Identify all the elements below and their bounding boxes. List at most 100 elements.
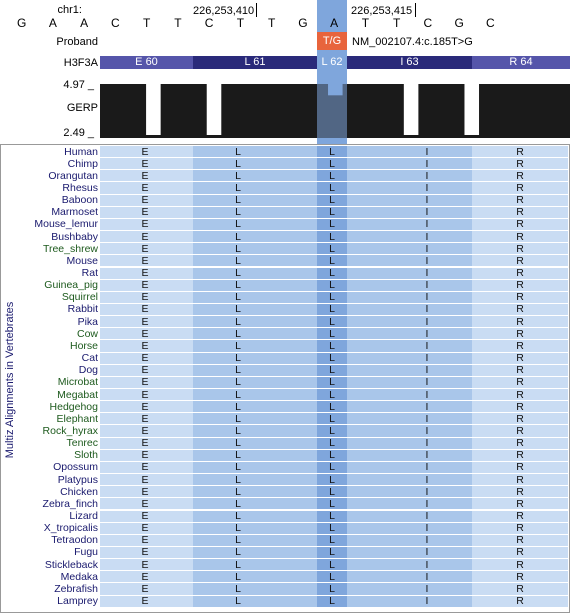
alignment-cell-bg: [472, 303, 568, 316]
residue-cell: E: [141, 339, 149, 352]
species-name: X_tropicalis: [43, 522, 98, 535]
alignment-cell-bg: [317, 206, 347, 218]
residue-cell: L: [329, 437, 335, 450]
alignment-cell-bg: [100, 146, 193, 158]
species-name: Sloth: [74, 449, 98, 462]
alignment-cell-bg: [472, 206, 568, 218]
residue-cell: E: [141, 352, 149, 365]
residue-cell: I: [425, 570, 429, 583]
alignment-cell-bg: [317, 546, 347, 559]
residue-cell: R: [516, 485, 524, 498]
residue-cell: R: [516, 595, 524, 608]
residue-cell: I: [425, 230, 429, 243]
residue-cell: L: [235, 522, 241, 535]
residue-cell: R: [516, 181, 524, 194]
residue-cell: I: [425, 473, 429, 486]
residue-cell: I: [425, 388, 429, 401]
alignment-cell-bg: [347, 158, 472, 170]
residue-cell: L: [329, 461, 335, 474]
alignment-cell-bg: [347, 352, 472, 364]
alignment-cell-bg: [193, 243, 317, 255]
residue-cell: L: [329, 473, 335, 486]
residue-cell: L: [329, 267, 335, 279]
residue-cell: R: [516, 267, 524, 279]
residue-cell: E: [141, 145, 149, 158]
alignment-cell-bg: [347, 340, 472, 352]
residue-cell: E: [141, 279, 149, 292]
residue-cell: I: [425, 485, 429, 498]
species-name: Hedgehog: [49, 400, 98, 413]
alignment-cell-bg: [193, 486, 317, 498]
residue-cell: R: [516, 339, 524, 352]
alignment-cell-bg: [472, 534, 568, 546]
residue-cell: L: [235, 230, 241, 243]
alignment-cell-bg: [347, 316, 472, 328]
base-2: A: [80, 16, 89, 30]
alignment-cell-bg: [347, 255, 472, 267]
species-name: Orangutan: [48, 169, 98, 182]
residue-cell: L: [329, 339, 335, 352]
alignment-cell-bg: [347, 546, 472, 559]
codon-2[interactable]: L 62: [317, 56, 347, 69]
codon-4[interactable]: R 64: [472, 56, 570, 69]
variant-text: T/G: [322, 35, 342, 47]
residue-cell: L: [235, 582, 241, 595]
species-name: Elephant: [56, 412, 98, 425]
codon-0[interactable]: E 60: [100, 56, 193, 69]
alignment-cell-bg: [472, 486, 568, 498]
alignment-cell-bg: [472, 243, 568, 255]
alignment-cell-bg: [472, 571, 568, 583]
alignment-cell-bg: [100, 255, 193, 267]
residue-cell: R: [516, 279, 524, 292]
species-name: Horse: [69, 339, 98, 352]
alignment-cell-bg: [317, 437, 347, 449]
residue-cell: E: [141, 461, 149, 474]
residue-cell: E: [141, 218, 149, 231]
alignment-cell-bg: [347, 206, 472, 218]
alignment-cell-bg: [193, 425, 317, 437]
residue-cell: R: [516, 352, 524, 365]
residue-cell: L: [329, 242, 335, 255]
residue-cell: L: [329, 595, 335, 608]
codon-3[interactable]: I 63: [347, 56, 472, 69]
alignment-cell-bg: [347, 559, 472, 571]
gerp-min-label: 2.49 _: [63, 127, 94, 139]
base-9: G: [298, 16, 308, 30]
alignment-cell-bg: [317, 534, 347, 546]
residue-cell: E: [141, 242, 149, 255]
codon-1[interactable]: L 61: [193, 56, 317, 69]
residue-cell: L: [235, 169, 241, 182]
alignment-cell-bg: [317, 401, 347, 413]
residue-cell: E: [141, 534, 149, 547]
alignment-cell-bg: [193, 583, 317, 595]
species-name: Human: [64, 145, 98, 158]
residue-cell: L: [235, 303, 241, 316]
alignment-cell-bg: [317, 182, 347, 194]
alignment-cell-bg: [100, 583, 193, 595]
residue-cell: I: [425, 582, 429, 595]
residue-cell: R: [516, 473, 524, 486]
alignment-cell-bg: [347, 534, 472, 546]
alignment-cell-bg: [193, 182, 317, 194]
base-1: A: [48, 16, 57, 30]
position-left: 226,253,410: [193, 5, 255, 17]
residue-cell: L: [235, 267, 241, 279]
alignment-cell-bg: [100, 267, 193, 279]
alignment-cell-bg: [347, 413, 472, 425]
residue-cell: I: [425, 558, 429, 571]
alignment-cell-bg: [100, 449, 193, 461]
alignment-cell-bg: [100, 182, 193, 194]
alignment-cell-bg: [472, 595, 568, 607]
alignment-cell-bg: [100, 316, 193, 328]
alignment-cell-bg: [317, 158, 347, 170]
alignment-cell-bg: [100, 243, 193, 255]
species-name: Tenrec: [66, 437, 98, 450]
alignment-cell-bg: [347, 437, 472, 449]
alignment-cell-bg: [100, 546, 193, 559]
residue-cell: I: [425, 181, 429, 194]
variant-box[interactable]: T/G: [317, 32, 347, 50]
alignment-cell-bg: [317, 303, 347, 316]
alignment-cell-bg: [317, 170, 347, 182]
residue-cell: I: [425, 424, 429, 437]
alignment-cell-bg: [193, 571, 317, 583]
